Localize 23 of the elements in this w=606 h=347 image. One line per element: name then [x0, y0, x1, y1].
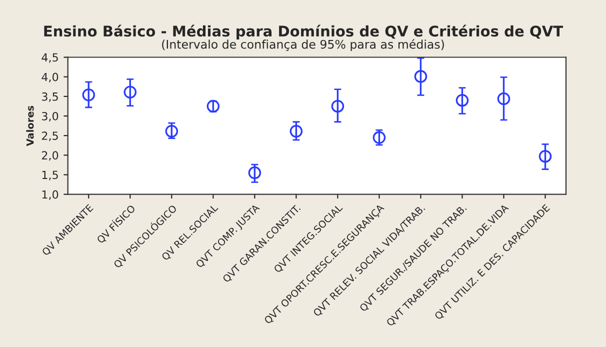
point [124, 86, 137, 98]
y-tick-label: 3,0 [42, 112, 58, 122]
y-tick-label: 3,5 [42, 92, 58, 102]
point [538, 150, 552, 163]
point [82, 88, 96, 102]
y-tick-label: 2,0 [42, 151, 58, 161]
point [497, 92, 510, 106]
point [414, 70, 428, 83]
point [290, 124, 303, 138]
point [331, 100, 344, 113]
y-tick-label: 1,5 [42, 170, 58, 180]
chart-title: Ensino Básico - Médias para Domínios de QV e Critérios de QVT [44, 24, 564, 40]
y-axis-title: Valores [26, 106, 34, 146]
y-tick-label: 4,0 [42, 72, 58, 82]
point [165, 124, 178, 138]
point [248, 166, 262, 180]
point [206, 100, 220, 113]
point [372, 131, 386, 144]
point [456, 94, 469, 107]
y-tick-label: 2,5 [42, 132, 58, 142]
y-tick-label: 4,5 [42, 53, 58, 63]
chart-subtitle: (Intervalo de confiança de 95% para as médias) [162, 39, 444, 52]
y-tick-label: 1,0 [42, 190, 58, 200]
